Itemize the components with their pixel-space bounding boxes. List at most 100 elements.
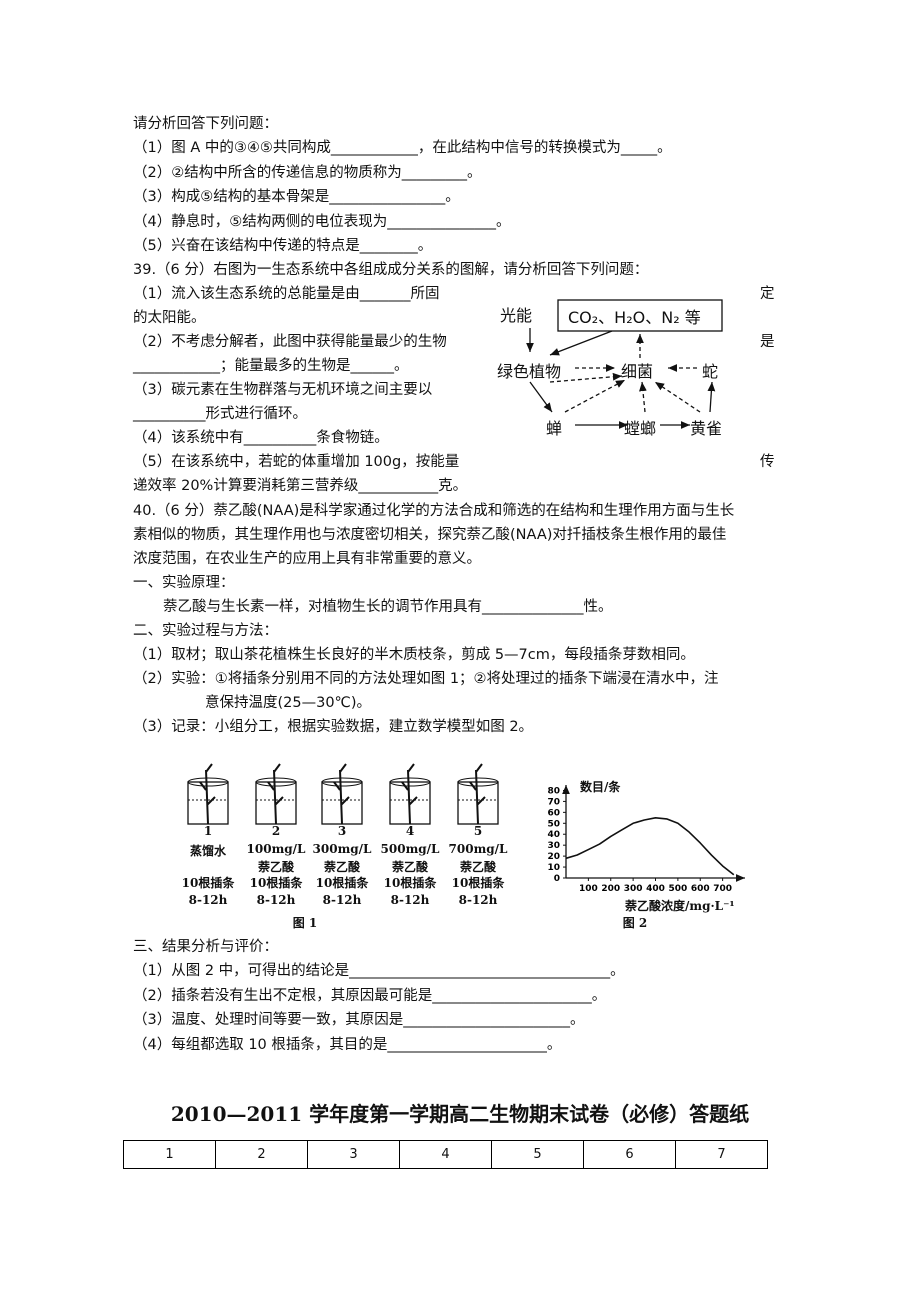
text-line: 萘乙酸与生长素一样，对植物生长的调节作用具有______________性。 [163,599,613,615]
y-axis-label: 数目/条 [580,780,621,794]
beaker-label: 萘乙酸 [391,860,428,874]
beaker-count: 10根插条 [181,876,235,890]
beaker-time: 8-12h [256,893,296,907]
x-tick-label: 700 [713,884,732,894]
beaker-rim [321,777,363,787]
text-line: （1）取材；取山茶花植株生长良好的半木质枝条，剪成 5—7cm，每段插条芽数相同… [133,647,695,663]
beaker-label: 萘乙酸 [257,860,294,874]
text-line: 二、实验过程与方法： [133,623,278,639]
beaker-label: 萘乙酸 [459,860,496,874]
x-tick-label: 100 [579,884,598,894]
text-line: 的太阳能。 [133,310,206,326]
y-tick-label: 60 [547,808,560,818]
table-cell: 3 [307,1140,400,1169]
text-line: 递效率 20%计算要消耗第三营养级___________克。 [133,478,468,494]
beaker-number: 4 [405,824,415,838]
x-tick-label: 200 [601,884,620,894]
answer-sheet-title: 2010—2011 学年度第一学期高二生物期末试卷（必修）答题纸 [170,1102,750,1126]
node-label: CO₂、H₂O、N₂ 等 [568,308,701,327]
beaker-count: 10根插条 [383,876,437,890]
text-line: 传 [760,454,775,470]
table-cell: 1 [123,1140,216,1169]
x-tick-label: 600 [691,884,710,894]
text-line: 请分析回答下列问题： [133,116,278,132]
text-line: 浓度范围，在农业生产的应用上具有非常重要的意义。 [133,551,481,567]
cutting [267,763,284,825]
node-label: 黄雀 [690,419,723,438]
beaker-label: 300mg/L [312,842,372,856]
y-tick-label: 70 [547,797,560,807]
y-tick-label: 50 [547,819,560,829]
node-label: 绿色植物 [497,362,562,381]
beaker-number: 2 [271,824,281,838]
cutting [469,763,486,825]
text-line: （3）构成⑤结构的基本骨架是________________。 [133,189,460,205]
text-line: （3）记录：小组分工，根据实验数据，建立数学模型如图 2。 [133,719,534,735]
text-line: （1）图 A 中的③④⑤共同构成____________，在此结构中信号的转换模… [133,140,672,156]
beaker-rim [389,777,431,787]
beaker-time: 8-12h [188,893,228,907]
text-line: 定 [760,286,775,302]
node-label: 蛇 [702,362,719,381]
beaker-count: 10根插条 [315,876,369,890]
cutting [199,763,216,825]
beaker-count: 10根插条 [451,876,505,890]
text-line: 39.（6 分）右图为一生态系统中各组成成分关系的图解，请分析回答下列问题： [133,262,649,278]
text-line: （5）兴奋在该结构中传递的特点是________。 [133,238,433,254]
beaker-number: 3 [337,824,347,838]
y-tick-label: 80 [547,786,560,796]
caption: 图 2 [622,916,648,930]
beaker-count: 10根插条 [249,876,303,890]
text-line: 40.（6 分）萘乙酸(NAA)是科学家通过化学的方法合成和筛选的在结构和生理作… [133,503,735,519]
text-line: （3）温度、处理时间等要一致，其原因是_____________________… [133,1012,585,1028]
x-tick-label: 500 [668,884,687,894]
text-line: （4）每组都选取 10 根插条，其目的是____________________… [133,1036,562,1053]
text-line: （4）该系统中有__________条食物链。 [133,430,389,446]
beaker-label: 500mg/L [380,842,440,856]
y-tick-label: 40 [547,830,560,840]
text-line: （2）②结构中所含的传递信息的物质称为_________。 [133,164,482,181]
y-tick-label: 30 [547,841,560,851]
text-line: 是 [760,334,775,350]
beaker-label: 蒸馏水 [189,844,226,858]
beaker-time: 8-12h [390,893,430,907]
text-line: （1）从图 2 中，可得出的结论是_______________________… [133,963,625,979]
food-web-arrows [526,299,723,429]
text-line: 素相似的物质，其生理作用也与浓度密切相关，探究萘乙酸(NAA)对扦插枝条生根作用… [133,527,727,543]
node-label: 光能 [500,306,533,325]
table-cell: 6 [583,1140,676,1169]
beaker-rim [457,777,499,787]
table-cell: 7 [675,1140,768,1169]
x-tick-label: 400 [646,884,665,894]
text-line: __________形式进行循环。 [133,406,307,422]
beaker-time: 8-12h [458,893,498,907]
beaker-label: 萘乙酸 [323,860,360,874]
beaker-label: 100mg/L [246,842,306,856]
x-tick-label: 300 [624,884,643,894]
text-line: （2）实验：①将插条分别用不同的方法处理如图 1；②将处理过的插条下端浸在清水中… [133,671,719,687]
beaker-rim [255,777,297,787]
curve [565,817,735,876]
table-cell: 4 [399,1140,492,1169]
text-line: 一、实验原理： [133,575,235,591]
node-label: 细菌 [621,362,654,381]
beaker-time: 8-12h [322,893,362,907]
beaker-rim [187,777,229,787]
y-tick-label: 20 [547,852,560,862]
cutting [333,763,350,825]
text-line: （3）碳元素在生物群落与无机环境之间主要以 [133,382,433,398]
text-line: （2）不考虑分解者，此图中获得能量最少的生物 [133,334,447,350]
y-tick-label: 10 [547,863,560,873]
text-line: 意保持温度(25—30℃)。 [205,695,371,711]
text-line: （2）插条若没有生出不定根，其原因最可能是___________________… [133,987,607,1004]
caption: 图 1 [292,916,318,930]
node-label: 螳螂 [624,419,657,438]
beaker-number: 5 [473,824,483,838]
table-cell: 2 [215,1140,308,1169]
text-line: （4）静息时，⑤结构两侧的电位表现为_______________。 [133,213,511,230]
text-line: 三、结果分析与评价： [133,939,278,955]
node-label: 蝉 [546,419,563,438]
